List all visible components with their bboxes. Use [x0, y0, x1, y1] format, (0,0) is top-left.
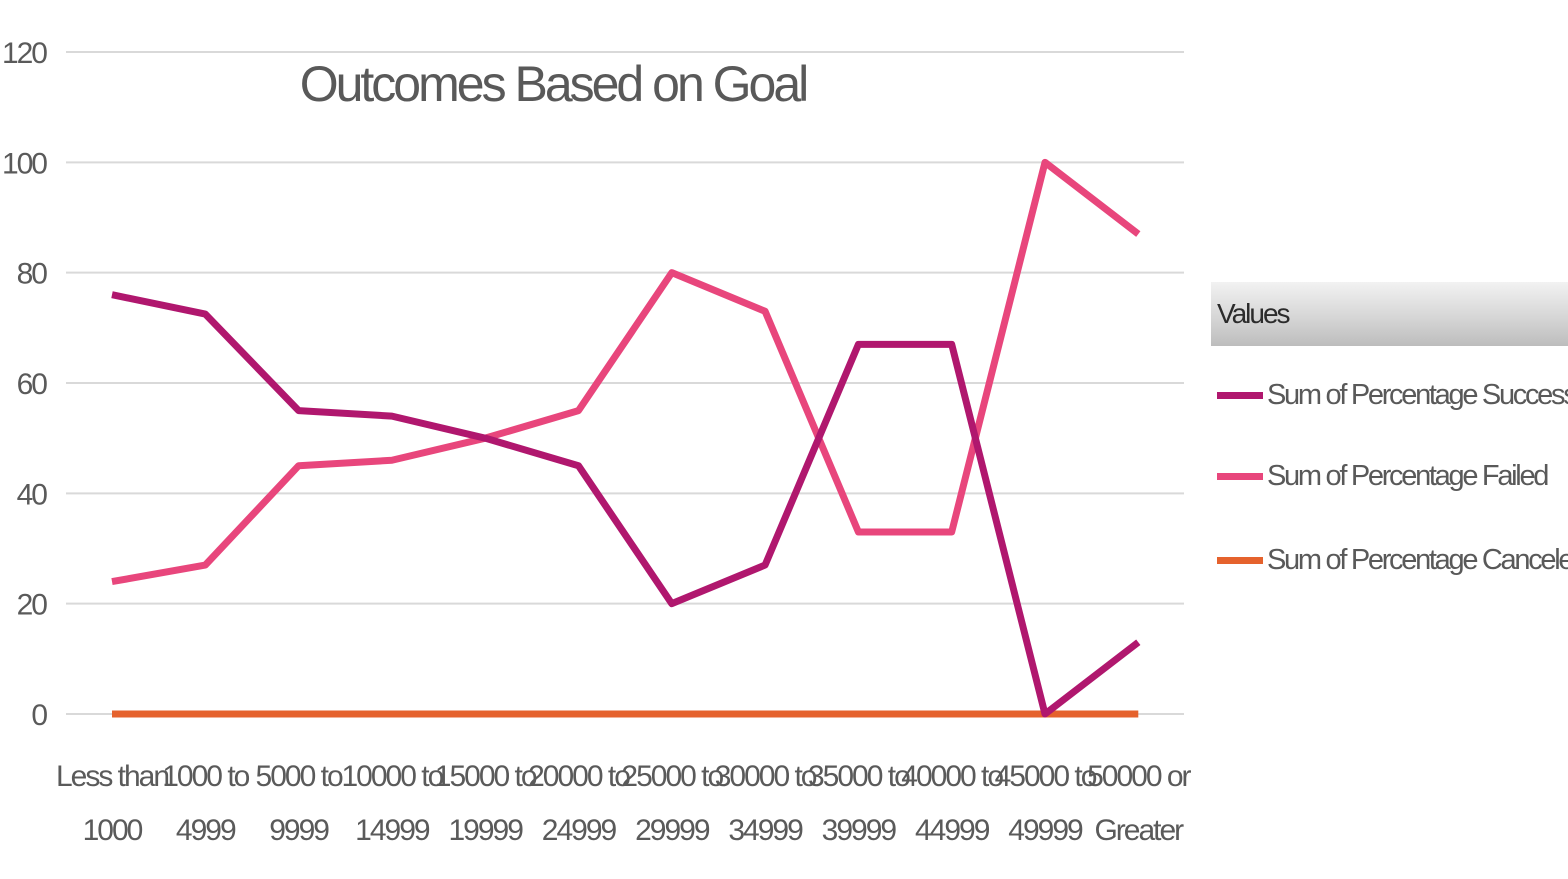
x-tick-label-3: 10000 to 14999 [342, 760, 444, 847]
x-tick-label-9: 40000 to 44999 [901, 760, 1003, 847]
legend-swatch-successful [1217, 392, 1263, 399]
x-tick-label-11: 50000 or Greater [1087, 760, 1191, 847]
y-axis-ticks: 0 20 40 60 80 100 120 [2, 37, 49, 732]
x-tick-label-2: 5000 to 9999 [256, 760, 343, 847]
x-tick-label-6: 25000 to 29999 [621, 760, 723, 847]
legend-label-canceled: Sum of Percentage Canceled [1267, 544, 1568, 576]
y-tick-label-80: 80 [17, 258, 48, 291]
legend-label-failed: Sum of Percentage Failed [1267, 460, 1549, 492]
y-tick-label-120: 120 [2, 37, 47, 70]
y-tick-label-60: 60 [17, 368, 48, 401]
gridlines [66, 51, 1184, 715]
x-tick-label-0: Less than 1000 [56, 760, 168, 847]
y-tick-label-100: 100 [2, 147, 47, 180]
chart-title: Outcomes Based on Goal [300, 56, 807, 112]
legend: Values Sum of Percentage Successful Sum … [1211, 282, 1568, 602]
series-line-0 [111, 291, 1141, 718]
legend-swatch-canceled [1217, 557, 1263, 564]
x-tick-label-4: 15000 to 19999 [435, 760, 537, 847]
x-tick-label-1: 1000 to 4999 [162, 760, 249, 847]
y-tick-label-0: 0 [31, 699, 47, 732]
y-tick-label-40: 40 [17, 478, 48, 511]
legend-swatch-failed [1217, 473, 1263, 480]
legend-item-successful[interactable]: Sum of Percentage Successful [1217, 379, 1568, 412]
legend-header-label: Values [1217, 298, 1291, 329]
series-line-1 [111, 158, 1141, 586]
x-tick-label-8: 35000 to 39999 [808, 760, 910, 847]
legend-label-successful: Sum of Percentage Successful [1267, 379, 1568, 411]
legend-item-failed[interactable]: Sum of Percentage Failed [1217, 460, 1549, 493]
legend-item-canceled[interactable]: Sum of Percentage Canceled [1217, 544, 1568, 577]
x-tick-label-7: 30000 to 34999 [715, 760, 817, 847]
y-tick-label-20: 20 [17, 589, 48, 622]
series-lines [111, 158, 1141, 718]
x-tick-label-10: 45000 to 49999 [995, 760, 1097, 847]
x-tick-label-5: 20000 to 24999 [528, 760, 630, 847]
legend-header: Values [1211, 282, 1568, 346]
